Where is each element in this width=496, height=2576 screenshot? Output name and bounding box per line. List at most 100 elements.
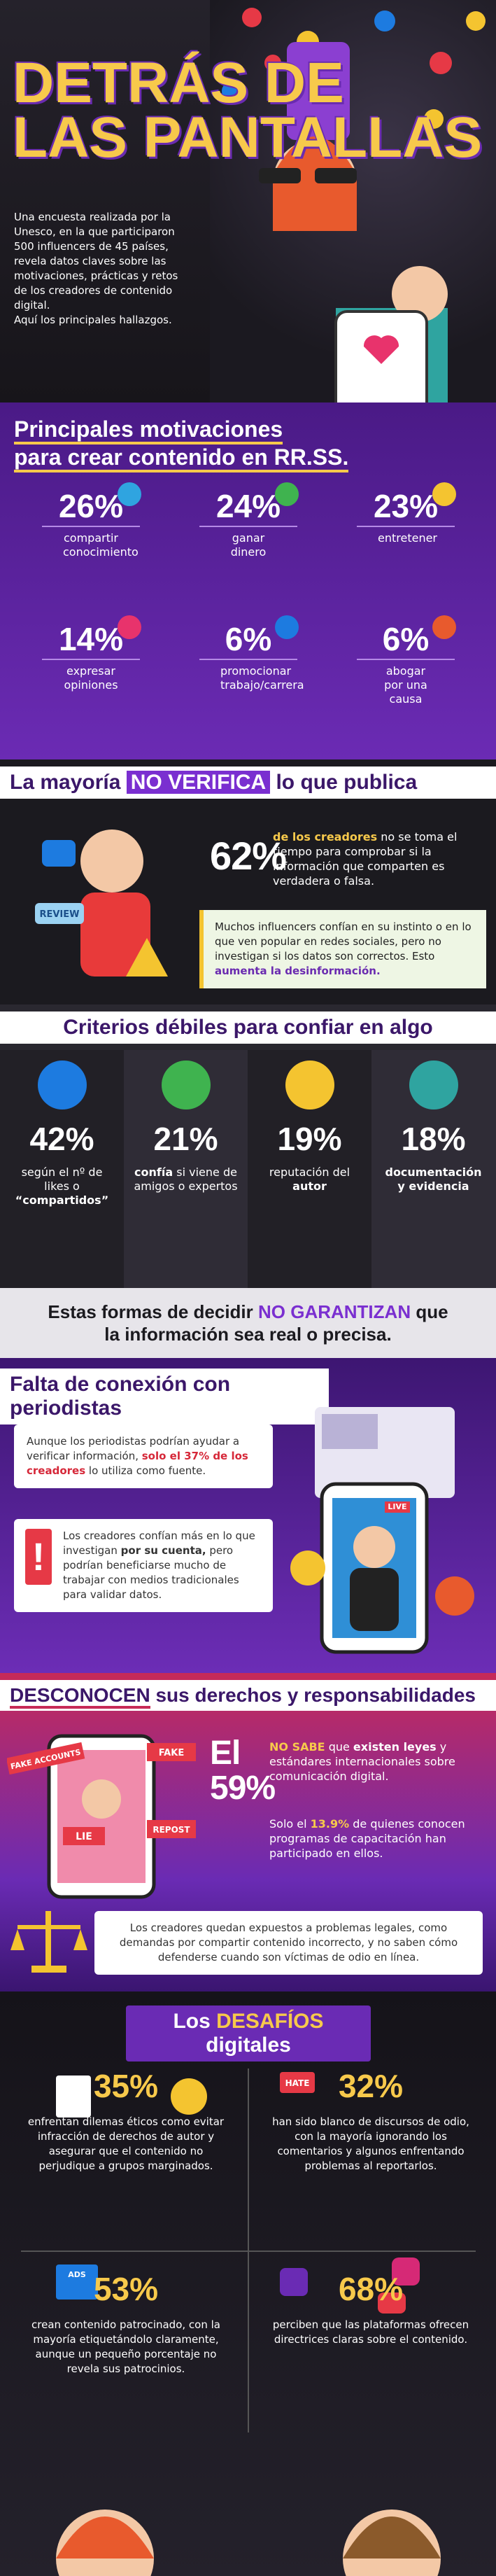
paragraph-text: Los creadores confían más en lo que inve… — [63, 1530, 255, 1557]
motivation-icon — [118, 615, 141, 639]
challenge-item: 35% enfrentan dilemas éticos como evitar … — [14, 2062, 238, 2174]
motivation-label: expresar opiniones — [42, 659, 140, 692]
challenge-percent: 32% — [338, 2068, 404, 2104]
warning-highlight: NO GARANTIZAN — [258, 1301, 411, 1322]
verification-section: La mayoría NO VERIFICA lo que publica RE… — [0, 760, 496, 1004]
criteria-percent: 18% — [401, 1121, 466, 1157]
note-highlight: aumenta la desinformación. — [215, 965, 381, 977]
motivation-item: 14% expresar opiniones — [21, 615, 161, 692]
statement-bold: existen leyes — [353, 1740, 437, 1754]
illustration-label: ADS — [68, 2270, 86, 2279]
warning-band: Estas formas de decidir NO GARANTIZAN qu… — [0, 1288, 496, 1358]
illustration-label: LIE — [76, 1831, 92, 1842]
section-heading: DESCONOCEN sus derechos y responsabilida… — [0, 1680, 496, 1711]
criteria-label-part: “compartidos” — [15, 1194, 109, 1207]
scale-icon — [10, 1911, 87, 1973]
rights-section: DESCONOCEN sus derechos y responsabilida… — [0, 1673, 496, 1991]
challenge-percent: 35% — [93, 2068, 159, 2104]
criteria-section: Criterios débiles para confiar en algo 4… — [0, 1004, 496, 1358]
motivation-item: 26% compartir conocimiento — [21, 482, 161, 559]
heading-part: sus derechos y responsabilidades — [155, 1684, 476, 1706]
criteria-icon — [409, 1060, 458, 1110]
motivation-icon — [275, 615, 299, 639]
motivation-label: promocionar trabajo/carrera — [199, 659, 304, 692]
section-heading: La mayoría NO VERIFICA lo que publica — [0, 766, 496, 799]
criteria-item: 19% reputación del autor — [248, 1060, 371, 1194]
paragraph-text: Aunque los periodistas podrían ayudar a … — [27, 1435, 240, 1462]
challenge-item: 68% perciben que las plataformas ofrecen … — [259, 2264, 483, 2347]
percent: 62% — [210, 834, 287, 878]
challenge-text: crean contenido patrocinado, con la mayo… — [31, 2318, 220, 2375]
motivation-item: 24% ganar dinero — [178, 482, 318, 559]
heading-part: lo que publica — [276, 771, 418, 794]
heading-part: La mayoría — [10, 771, 121, 794]
section-heading: Los DESAFÍOS digitales — [126, 2005, 371, 2062]
statement-text: que — [328, 1740, 350, 1754]
heading-highlight: NO VERIFICA — [126, 771, 271, 794]
criteria-label-part: autor — [292, 1180, 327, 1193]
motivation-item: 6% abogar por una causa — [336, 615, 476, 706]
criteria-label: reputación del autor — [248, 1160, 371, 1194]
heading-part: Los — [173, 2010, 211, 2033]
statement-highlight: NO SABE — [269, 1740, 325, 1754]
challenge-item: 32% han sido blanco de discursos de odio,… — [259, 2062, 483, 2174]
section-heading: Falta de conexión con periodistas — [0, 1368, 329, 1424]
illustration-label: REPOST — [153, 1825, 190, 1835]
heading-highlight: DESAFÍOS — [216, 2010, 324, 2033]
motivation-item: 6% promocionar trabajo/carrera — [178, 615, 318, 692]
paragraph-highlight: por su cuenta, — [120, 1544, 206, 1557]
paragraph-text: pero podrían beneficiarse mucho de traba… — [63, 1544, 239, 1601]
big-percent: 59% — [210, 1770, 276, 1807]
illustration-label: REVIEW — [39, 909, 79, 920]
criteria-item: 42% según el nº de likes o “compartidos” — [0, 1060, 124, 1208]
criteria-icon — [37, 1060, 87, 1110]
warning-text: Estas formas de decidir — [48, 1301, 253, 1322]
statement-text: no se toma el tiempo para comprobar si l… — [273, 830, 458, 888]
section-heading: Criterios débiles para confiar en algo — [0, 1011, 496, 1044]
note-text: Muchos influencers confían en su instint… — [215, 920, 472, 962]
info-box: Aunque los periodistas podrían ayudar a … — [14, 1424, 273, 1488]
criteria-percent: 19% — [277, 1121, 342, 1157]
statement-highlight: de los creadores — [273, 830, 378, 844]
challenges-icons: HATE ADS — [56, 2072, 441, 2576]
training-text: Solo el — [269, 1817, 307, 1830]
challenges-section: Los DESAFÍOS digitales HATE ADS 35% enfre… — [0, 1991, 496, 2576]
motivation-icon — [432, 482, 456, 506]
statement-text: y estándares internacionales sobre comun… — [269, 1740, 455, 1783]
motivation-icon — [275, 482, 299, 506]
header-illustration — [222, 8, 486, 402]
header: DETRÁS DE LAS PANTALLAS Una encuesta rea… — [0, 0, 496, 402]
criteria-label-part: documentación y evidencia — [385, 1166, 482, 1193]
motivation-percent: 6% — [225, 621, 272, 657]
info-box: ! Los creadores confían más en lo que in… — [14, 1519, 273, 1612]
criteria-label-part: confía — [134, 1166, 173, 1179]
criteria-item: 21% confía si viene de amigos o expertos — [124, 1060, 248, 1194]
section-heading: Principales motivaciones — [14, 416, 283, 444]
divider — [21, 2250, 476, 2252]
big-prefix: El — [210, 1735, 241, 1772]
motivation-percent: 23% — [373, 488, 439, 524]
challenge-percent: 68% — [338, 2271, 404, 2307]
motivation-percent: 24% — [215, 488, 281, 524]
heading-part: digitales — [206, 2033, 291, 2057]
verification-illustration: REVIEW — [35, 830, 168, 976]
motivation-label: entretener — [357, 526, 455, 545]
motivation-percent: 26% — [58, 488, 124, 524]
illustration-label: FAKE — [159, 1748, 184, 1758]
title-line: DETRÁS DE — [13, 51, 344, 115]
motivation-percent: 14% — [58, 621, 124, 657]
motivation-item: 23% entretener — [336, 482, 476, 545]
motivation-percent: 6% — [382, 621, 430, 657]
challenge-text: enfrentan dilemas éticos como evitar inf… — [27, 2115, 225, 2172]
criteria-label: según el nº de likes o “compartidos” — [0, 1160, 124, 1208]
motivations-section: Principales motivaciones para crear cont… — [0, 402, 496, 760]
criteria-icon — [285, 1060, 334, 1110]
paragraph-highlight: solo el 37% de los creadores — [27, 1450, 248, 1477]
criteria-icon — [161, 1060, 211, 1110]
journalists-section: Falta de conexión con periodistas LIVE A… — [0, 1358, 496, 1673]
motivation-label: ganar dinero — [199, 526, 297, 559]
motivation-icon — [432, 615, 456, 639]
training-text: de quienes conocen programas de capacita… — [269, 1817, 465, 1860]
challenge-item: 53% crean contenido patrocinado, con la m… — [14, 2264, 238, 2376]
